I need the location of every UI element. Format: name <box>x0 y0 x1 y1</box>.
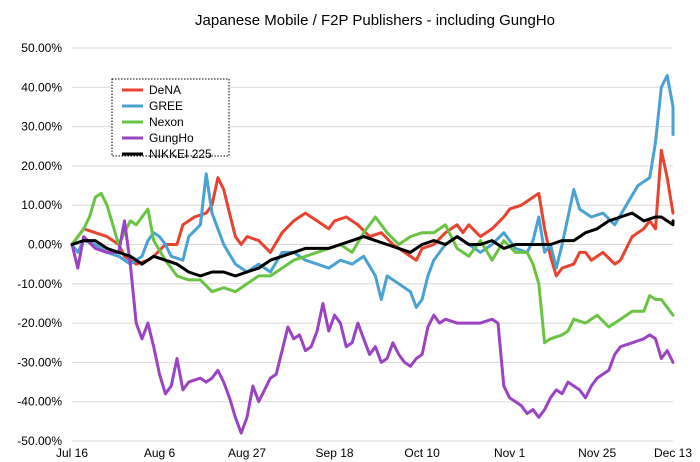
series-line-3 <box>70 219 675 435</box>
y-tick-label: -20.00% <box>17 316 62 330</box>
legend-label: NIKKEI 225 <box>149 147 212 161</box>
y-axis: -50.00% -40.00% -30.00% -20.00% -10.00% 0.00%… <box>17 41 62 448</box>
legend-label: Nexon <box>149 115 184 129</box>
series-lines <box>70 74 675 435</box>
y-tick-label: 10.00% <box>21 198 62 212</box>
x-axis: Jul 16 Aug 6 Aug 27 Sep 18 Oct 10 Nov 1 Nov 25… <box>56 446 692 460</box>
x-tick-label: Sep 18 <box>316 446 354 460</box>
x-tick-label: Nov 25 <box>578 446 616 460</box>
series-line-4 <box>70 211 675 278</box>
chart-title: Japanese Mobile / F2P Publishers - inclu… <box>195 12 555 29</box>
legend-label: GREE <box>149 99 183 113</box>
y-tick-label: -30.00% <box>17 355 62 369</box>
y-tick-label: -50.00% <box>17 434 62 448</box>
y-tick-label: 20.00% <box>21 159 62 173</box>
y-tick-label: 0.00% <box>28 238 62 252</box>
series-line-2 <box>70 191 675 345</box>
x-tick-label: Dec 13 <box>654 446 692 460</box>
y-tick-label: 30.00% <box>21 120 62 134</box>
legend-label: DeNA <box>149 83 181 97</box>
x-tick-label: Oct 10 <box>404 446 440 460</box>
series-line-1 <box>70 74 675 309</box>
legend-label: GungHo <box>149 131 194 145</box>
y-tick-label: -10.00% <box>17 277 62 291</box>
x-tick-label: Nov 1 <box>494 446 526 460</box>
legend: DeNA GREE Nexon GungHo NIKKEI 225 <box>111 78 230 161</box>
x-tick-label: Jul 16 <box>56 446 88 460</box>
y-tick-label: 50.00% <box>21 41 62 55</box>
y-tick-label: 40.00% <box>21 80 62 94</box>
x-tick-label: Aug 6 <box>144 446 176 460</box>
x-tick-label: Aug 27 <box>228 446 266 460</box>
legend-box <box>111 78 230 157</box>
y-tick-label: -40.00% <box>17 395 62 409</box>
